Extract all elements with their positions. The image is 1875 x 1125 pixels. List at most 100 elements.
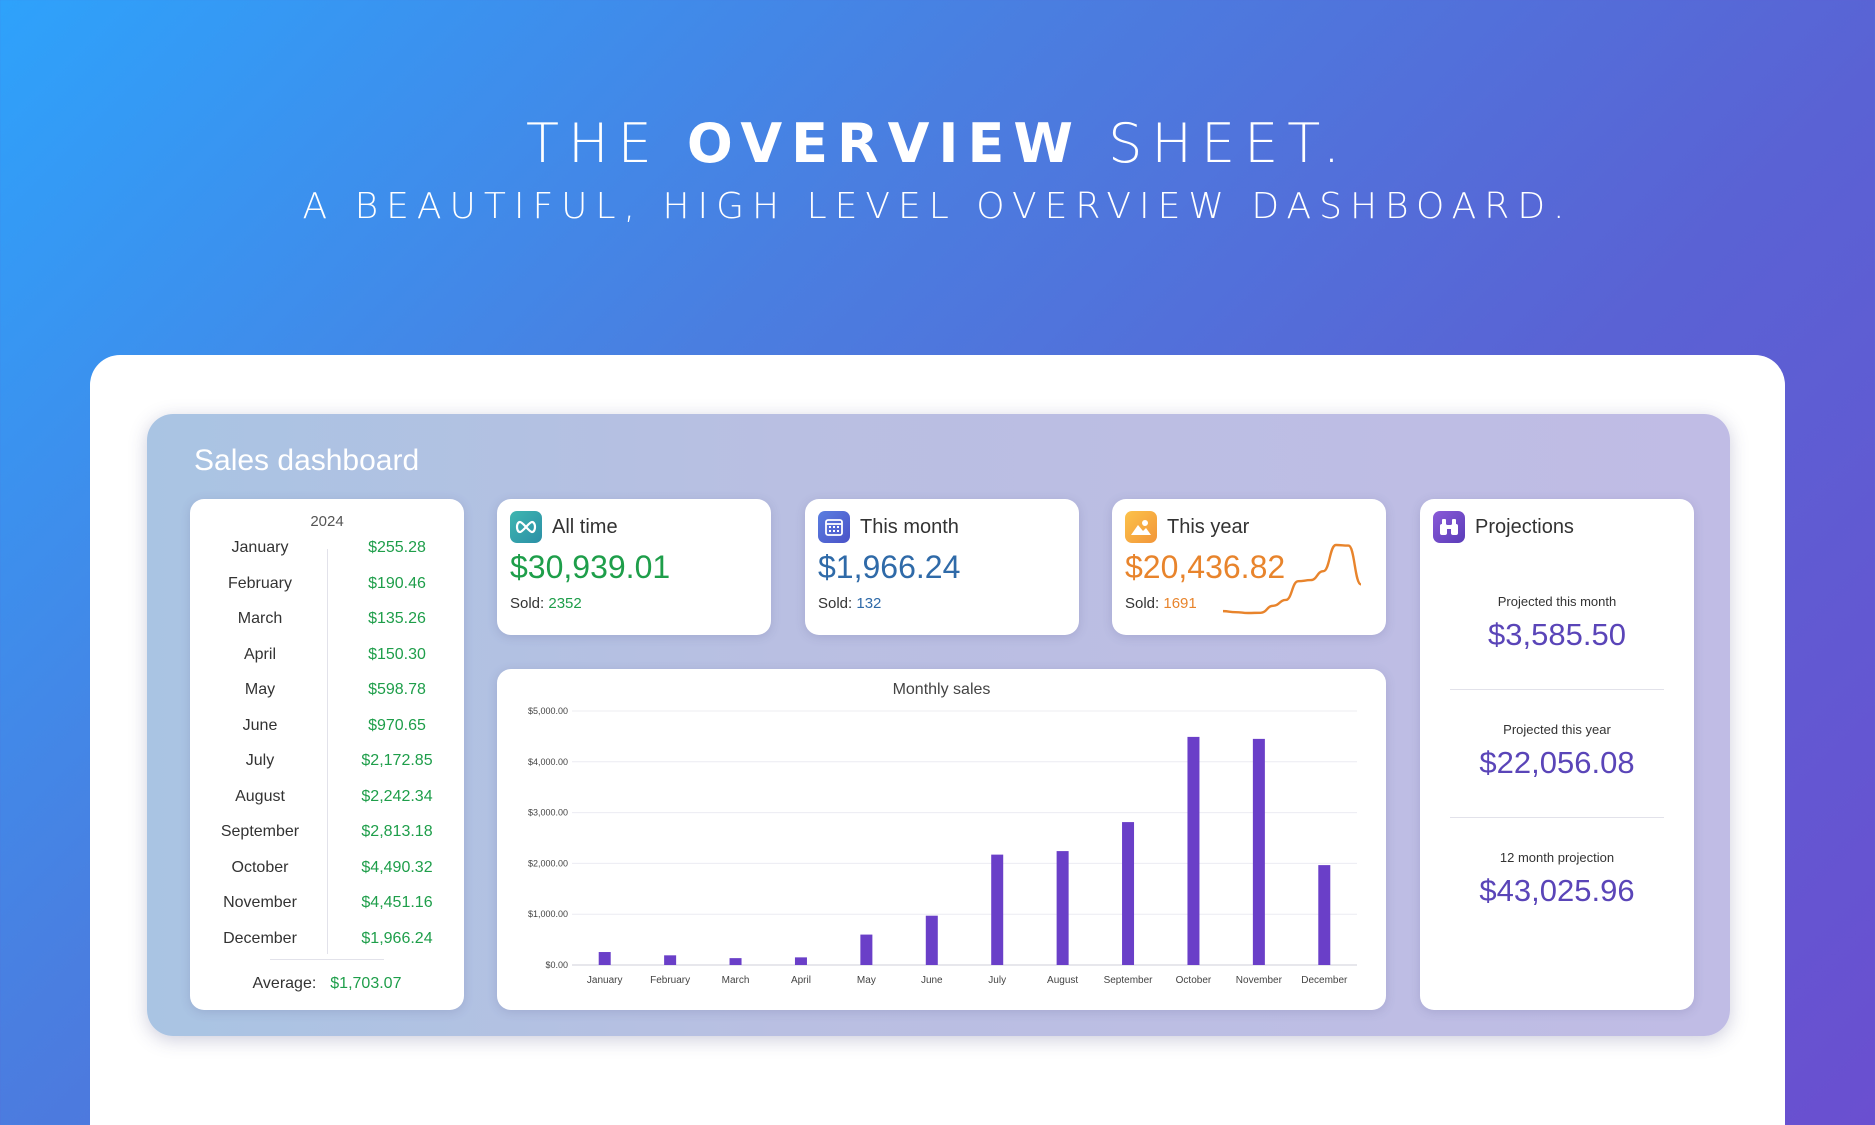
month-name: August bbox=[235, 787, 285, 805]
month-value: $598.78 bbox=[368, 681, 426, 698]
hero-title-post: SHEET. bbox=[1081, 112, 1349, 175]
sold-count: 2352 bbox=[548, 595, 582, 612]
x-tick-label: June bbox=[921, 975, 943, 986]
year-label: 2024 bbox=[310, 513, 344, 530]
projection-divider bbox=[1450, 689, 1664, 690]
average-row: Average: $1,703.07 bbox=[190, 975, 464, 993]
this-year-amount: $20,436.82 bbox=[1125, 549, 1286, 585]
hero-title: THE OVERVIEW SHEET. bbox=[0, 112, 1875, 175]
month-name: February bbox=[227, 574, 293, 592]
projection-12-month: 12 month projection $43,025.96 bbox=[1420, 850, 1694, 909]
sold-label: Sold: bbox=[818, 595, 853, 612]
projections-header: Projections bbox=[1433, 511, 1574, 543]
y-tick-label: $2,000.00 bbox=[528, 858, 568, 868]
month-value: $190.46 bbox=[368, 574, 426, 592]
mountain-sun-icon bbox=[1125, 511, 1157, 543]
y-tick-label: $0.00 bbox=[545, 960, 568, 970]
bar bbox=[794, 957, 807, 965]
sold-count: 132 bbox=[856, 595, 882, 612]
all-time-amount: $30,939.01 bbox=[510, 549, 671, 585]
y-tick-label: $1,000.00 bbox=[528, 909, 568, 919]
all-time-card: All time $30,939.01 Sold: 2352 bbox=[497, 499, 771, 635]
this-month-amount: $1,966.24 bbox=[818, 549, 961, 585]
this-month-header: This month bbox=[818, 511, 959, 543]
month-name: March bbox=[237, 610, 283, 627]
projection-this-year: Projected this year $22,056.08 bbox=[1420, 722, 1694, 781]
this-year-sold: Sold: 1691 bbox=[1125, 595, 1197, 612]
bar bbox=[1122, 822, 1135, 965]
chart-title: Monthly sales bbox=[892, 681, 991, 698]
all-time-header: All time bbox=[510, 511, 618, 543]
bar bbox=[1056, 851, 1069, 965]
this-month-card: This month $1,966.24 Sold: 132 bbox=[805, 499, 1079, 635]
dashboard-title: Sales dashboard bbox=[194, 444, 420, 477]
month-row: December $1,966.24 bbox=[190, 930, 464, 960]
month-name: December bbox=[223, 929, 297, 947]
month-value: $2,813.18 bbox=[361, 823, 433, 840]
month-name: June bbox=[242, 716, 278, 734]
average-label: Average: bbox=[252, 975, 317, 992]
sales-dashboard: Sales dashboard 2024 January $255.28 Febru… bbox=[147, 414, 1730, 1036]
bar bbox=[991, 854, 1004, 965]
all-time-label: All time bbox=[552, 515, 618, 538]
projection-label: Projected this year bbox=[1503, 722, 1611, 737]
this-year-header: This year bbox=[1125, 511, 1249, 543]
infinity-icon bbox=[510, 511, 542, 543]
month-row: April $150.30 bbox=[190, 646, 464, 676]
month-row: August $2,242.34 bbox=[190, 788, 464, 818]
month-name: April bbox=[243, 645, 276, 663]
projection-value: $43,025.96 bbox=[1479, 873, 1635, 908]
this-year-sparkline bbox=[1222, 543, 1363, 615]
this-year-label: This year bbox=[1167, 515, 1250, 538]
sparkline-series bbox=[1222, 543, 1363, 615]
month-row: July $2,172.85 bbox=[190, 752, 464, 782]
y-tick-label: $3,000.00 bbox=[528, 808, 568, 818]
month-row: October $4,490.32 bbox=[190, 859, 464, 889]
month-name: May bbox=[244, 681, 276, 698]
column-divider bbox=[327, 549, 328, 954]
month-name: January bbox=[231, 539, 289, 556]
x-tick-label: December bbox=[1301, 975, 1348, 986]
binoculars-icon bbox=[1433, 511, 1465, 543]
average-value: $1,703.07 bbox=[330, 975, 402, 992]
bar bbox=[1187, 736, 1200, 965]
bar bbox=[664, 955, 677, 965]
y-tick-label: $4,000.00 bbox=[528, 757, 568, 767]
all-time-sold: Sold: 2352 bbox=[510, 595, 582, 612]
x-tick-label: October bbox=[1176, 975, 1212, 986]
month-value: $2,242.34 bbox=[361, 787, 433, 805]
bar bbox=[729, 958, 742, 965]
month-row: June $970.65 bbox=[190, 717, 464, 747]
x-tick-label: August bbox=[1047, 975, 1078, 986]
month-value: $135.26 bbox=[368, 610, 426, 627]
hero-title-bold: OVERVIEW bbox=[686, 112, 1082, 175]
y-tick-label: $5,000.00 bbox=[528, 706, 568, 716]
month-value: $255.28 bbox=[368, 539, 426, 556]
projections-label: Projections bbox=[1475, 515, 1574, 538]
x-tick-label: November bbox=[1236, 975, 1283, 986]
projection-this-month: Projected this month $3,585.50 bbox=[1420, 594, 1694, 653]
bar bbox=[925, 915, 938, 965]
average-divider bbox=[270, 959, 384, 960]
monthly-sales-chart: $0.00 $1,000.00 $2,000.00 $3,000.00 $4,000.0… bbox=[528, 706, 1357, 986]
month-row: February $190.46 bbox=[190, 575, 464, 605]
month-value: $150.30 bbox=[368, 645, 426, 663]
this-year-card: This year $20,436.82 Sold: 1691 bbox=[1112, 499, 1386, 635]
month-row: November $4,451.16 bbox=[190, 894, 464, 924]
this-month-sold: Sold: 132 bbox=[818, 595, 881, 612]
monthly-totals-card: 2024 January $255.28 February $190.46 March $… bbox=[190, 499, 464, 1010]
x-tick-label: September bbox=[1104, 975, 1154, 986]
hero-subtitle: A BEAUTIFUL, HIGH LEVEL OVERVIEW DASHBOA… bbox=[302, 186, 1573, 227]
month-name: July bbox=[245, 752, 275, 769]
month-row: January $255.28 bbox=[190, 539, 464, 569]
x-tick-label: April bbox=[791, 975, 811, 986]
projection-label: Projected this month bbox=[1497, 594, 1617, 609]
bar bbox=[860, 934, 873, 965]
bar bbox=[1318, 865, 1331, 965]
month-row: May $598.78 bbox=[190, 681, 464, 711]
projection-divider bbox=[1450, 817, 1664, 818]
bar bbox=[1252, 738, 1265, 965]
sold-label: Sold: bbox=[510, 595, 545, 612]
month-value: $2,172.85 bbox=[361, 752, 433, 769]
month-value: $4,490.32 bbox=[361, 858, 433, 876]
